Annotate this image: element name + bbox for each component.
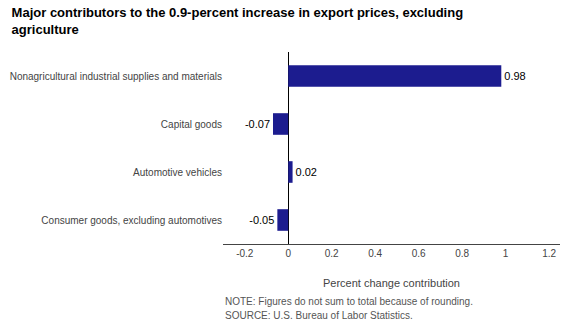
svg-text:SOURCE: U.S. Bureau of Labor S: SOURCE: U.S. Bureau of Labor Statistics.	[225, 310, 413, 321]
svg-text:-0.07: -0.07	[245, 118, 270, 130]
svg-text:0.6: 0.6	[412, 248, 426, 259]
svg-text:0.4: 0.4	[368, 248, 382, 259]
svg-text:Percent change contribution: Percent change contribution	[323, 277, 460, 289]
svg-text:Capital goods: Capital goods	[161, 119, 222, 130]
svg-text:NOTE: Figures do not sum to to: NOTE: Figures do not sum to total becaus…	[225, 296, 473, 307]
svg-text:Nonagricultural industrial sup: Nonagricultural industrial supplies and …	[10, 71, 222, 82]
svg-text:-0.2: -0.2	[236, 248, 254, 259]
svg-text:-0.05: -0.05	[249, 214, 274, 226]
svg-text:0.8: 0.8	[455, 248, 469, 259]
svg-text:0.98: 0.98	[504, 70, 525, 82]
svg-text:Consumer goods, excluding auto: Consumer goods, excluding automotives	[41, 215, 222, 226]
svg-text:0.02: 0.02	[296, 166, 317, 178]
svg-text:1: 1	[503, 248, 509, 259]
svg-text:0: 0	[285, 248, 291, 259]
svg-text:0.2: 0.2	[325, 248, 339, 259]
svg-text:Major contributors to the 0.9-: Major contributors to the 0.9-percent in…	[12, 5, 464, 37]
svg-text:Automotive vehicles: Automotive vehicles	[133, 167, 222, 178]
svg-text:1.2: 1.2	[542, 248, 556, 259]
